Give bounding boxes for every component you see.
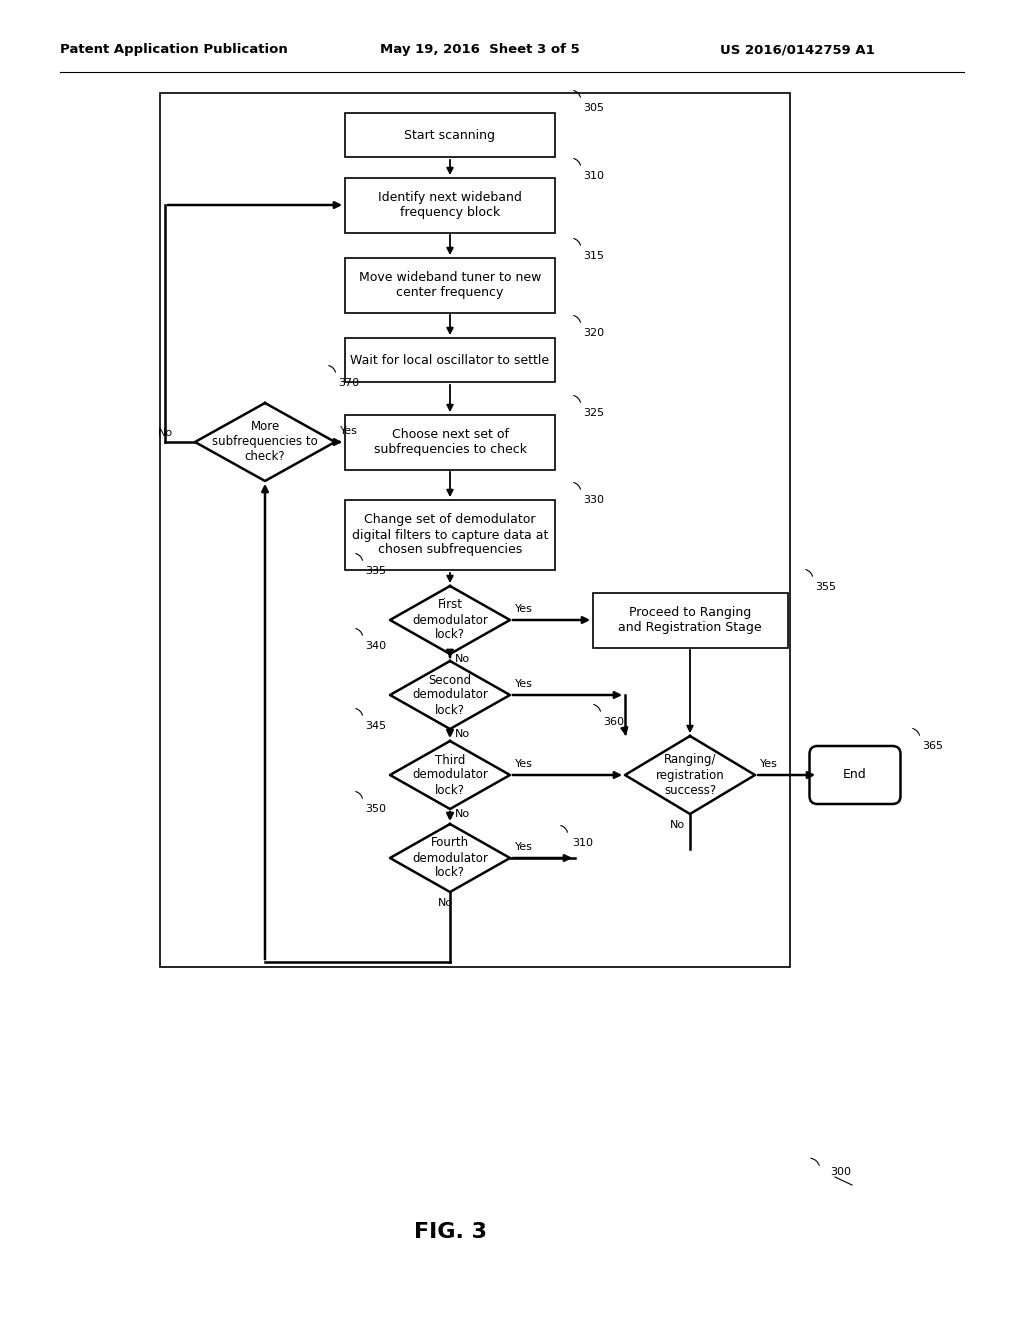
Text: 370: 370: [338, 378, 359, 388]
Text: Proceed to Ranging
and Registration Stage: Proceed to Ranging and Registration Stag…: [618, 606, 762, 634]
Text: No: No: [437, 898, 453, 908]
Text: 310: 310: [583, 172, 604, 181]
Text: Yes: Yes: [515, 759, 532, 770]
Text: No: No: [455, 809, 470, 818]
Text: 310: 310: [572, 838, 593, 847]
Text: 330: 330: [583, 495, 604, 506]
Text: Second
demodulator
lock?: Second demodulator lock?: [412, 673, 488, 717]
Text: 340: 340: [365, 642, 386, 651]
Polygon shape: [390, 586, 510, 653]
Text: Yes: Yes: [515, 678, 532, 689]
Polygon shape: [195, 403, 335, 480]
Polygon shape: [390, 661, 510, 729]
FancyBboxPatch shape: [345, 414, 555, 470]
Text: 305: 305: [583, 103, 604, 114]
Text: 360: 360: [603, 717, 624, 727]
FancyBboxPatch shape: [593, 593, 787, 648]
Polygon shape: [390, 741, 510, 809]
FancyBboxPatch shape: [345, 114, 555, 157]
Text: Change set of demodulator
digital filters to capture data at
chosen subfrequenci: Change set of demodulator digital filter…: [352, 513, 548, 557]
Text: 365: 365: [922, 741, 943, 751]
Text: Move wideband tuner to new
center frequency: Move wideband tuner to new center freque…: [358, 271, 542, 300]
Text: No: No: [670, 820, 685, 830]
Text: Third
demodulator
lock?: Third demodulator lock?: [412, 754, 488, 796]
Text: 335: 335: [365, 566, 386, 576]
Text: No: No: [455, 729, 470, 739]
Text: End: End: [843, 768, 867, 781]
FancyBboxPatch shape: [810, 746, 900, 804]
Text: First
demodulator
lock?: First demodulator lock?: [412, 598, 488, 642]
Bar: [160, 92, 790, 968]
Text: Ranging/
registration
success?: Ranging/ registration success?: [655, 754, 724, 796]
Text: No: No: [158, 428, 173, 438]
Text: 345: 345: [365, 721, 386, 731]
Text: 320: 320: [583, 327, 604, 338]
Text: Patent Application Publication: Patent Application Publication: [60, 44, 288, 57]
Text: US 2016/0142759 A1: US 2016/0142759 A1: [720, 44, 874, 57]
Text: 350: 350: [365, 804, 386, 814]
Text: 325: 325: [583, 408, 604, 418]
Text: Yes: Yes: [515, 842, 532, 851]
Polygon shape: [390, 824, 510, 892]
Text: Yes: Yes: [515, 605, 532, 614]
Text: May 19, 2016  Sheet 3 of 5: May 19, 2016 Sheet 3 of 5: [380, 44, 580, 57]
Text: Choose next set of
subfrequencies to check: Choose next set of subfrequencies to che…: [374, 428, 526, 455]
Text: Start scanning: Start scanning: [404, 128, 496, 141]
FancyBboxPatch shape: [345, 177, 555, 232]
Text: Wait for local oscillator to settle: Wait for local oscillator to settle: [350, 354, 550, 367]
FancyBboxPatch shape: [345, 338, 555, 381]
Text: 315: 315: [583, 251, 604, 261]
Text: More
subfrequencies to
check?: More subfrequencies to check?: [212, 421, 317, 463]
FancyBboxPatch shape: [345, 500, 555, 570]
FancyBboxPatch shape: [345, 257, 555, 313]
Text: Yes: Yes: [760, 759, 778, 770]
Text: 355: 355: [815, 582, 836, 591]
Text: Fourth
demodulator
lock?: Fourth demodulator lock?: [412, 837, 488, 879]
Text: No: No: [455, 653, 470, 664]
Polygon shape: [625, 737, 755, 814]
Text: Identify next wideband
frequency block: Identify next wideband frequency block: [378, 191, 522, 219]
Text: 300: 300: [830, 1167, 851, 1177]
Text: FIG. 3: FIG. 3: [414, 1222, 486, 1242]
Text: Yes: Yes: [340, 426, 357, 436]
